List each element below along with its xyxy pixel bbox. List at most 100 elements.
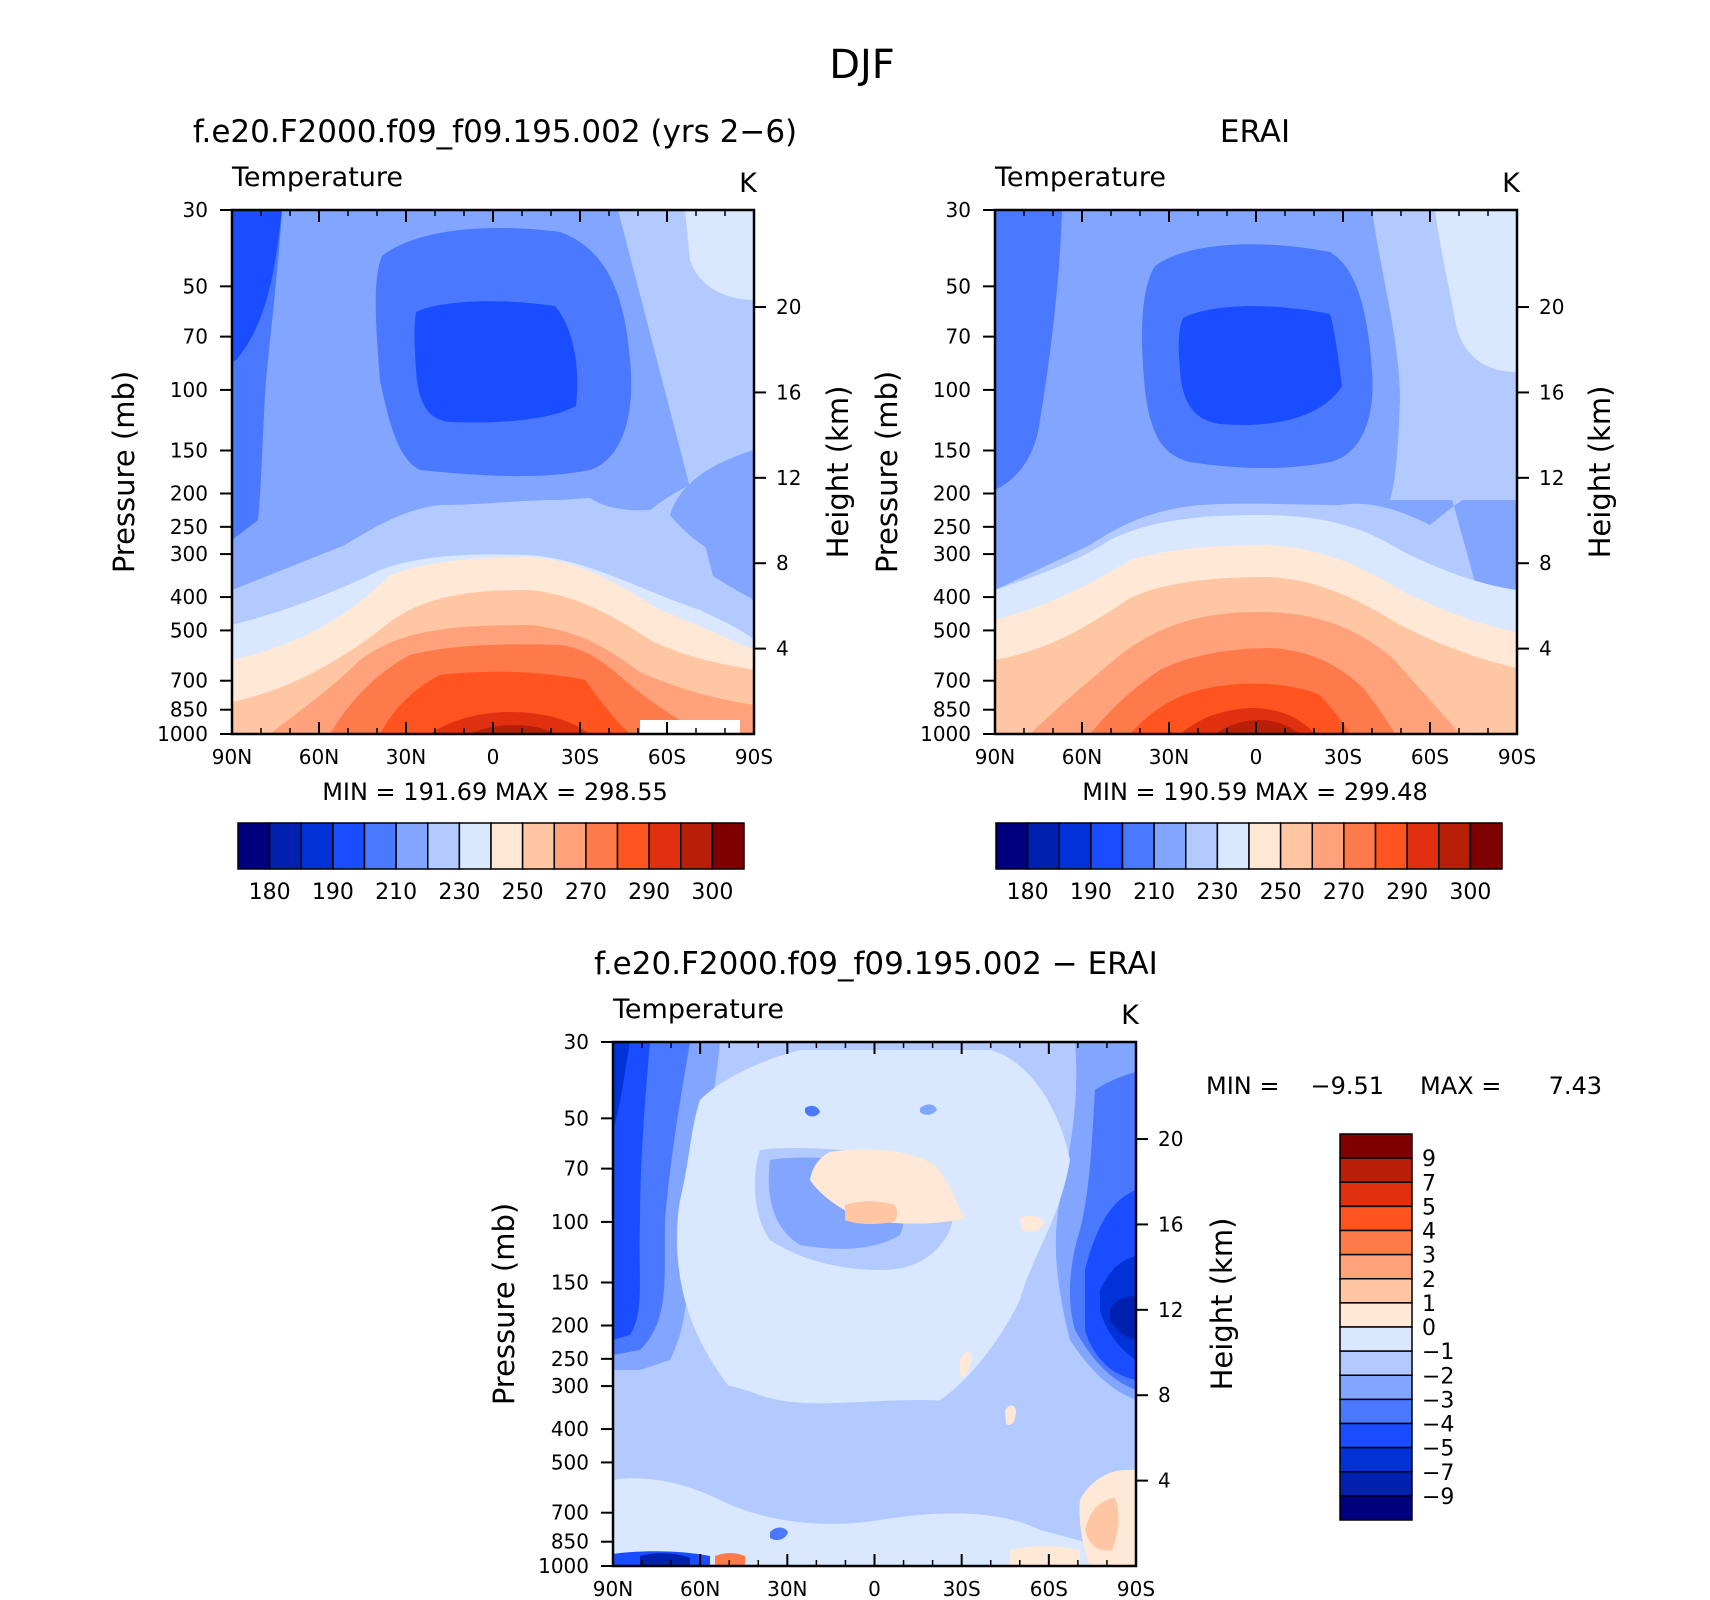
colorbar-label: 250 xyxy=(502,880,544,905)
panel-difference-stats: MIN = −9.51 MAX = 7.43 xyxy=(1206,1072,1602,1100)
y-tick-label: 70 xyxy=(183,325,208,349)
contour-fill xyxy=(613,1042,650,1340)
contour-fill xyxy=(920,1104,937,1115)
y-tick-label: 1000 xyxy=(920,722,971,746)
colorbar-swatch xyxy=(1121,822,1155,870)
colorbar-swatch xyxy=(1469,822,1503,870)
colorbar-label: −1 xyxy=(1422,1340,1454,1365)
height-tick-label: 12 xyxy=(1158,1298,1183,1322)
stat-min-value: −9.51 xyxy=(1310,1072,1384,1100)
colorbar-swatch xyxy=(521,822,555,870)
panel-difference-variable-label: Temperature xyxy=(612,994,784,1025)
colorbar-swatch xyxy=(1339,1446,1413,1473)
colorbar-swatch xyxy=(1339,1157,1413,1183)
panel-difference-units: K xyxy=(1121,1000,1140,1031)
contour-fill xyxy=(613,1478,1136,1566)
contour-fill xyxy=(1010,1546,1080,1566)
panel-obs-contours xyxy=(995,210,1517,734)
colorbar-swatch xyxy=(1339,1253,1413,1280)
colorbar-swatch xyxy=(1339,1181,1413,1208)
height-tick-label: 8 xyxy=(1158,1383,1171,1407)
colorbar-label: −7 xyxy=(1422,1461,1454,1486)
colorbar-swatch xyxy=(1058,822,1092,870)
y-tick-label: 250 xyxy=(551,1347,589,1371)
contour-fill xyxy=(232,210,282,362)
x-tick-label: 90S xyxy=(735,745,773,769)
colorbar-swatch xyxy=(616,822,650,870)
colorbar-swatch xyxy=(1339,1471,1413,1497)
colorbar-label: 180 xyxy=(249,880,291,905)
y-tick-label: 1000 xyxy=(157,722,208,746)
colorbar-swatch xyxy=(1339,1302,1413,1328)
panel-model-stats: MIN = 191.69 MAX = 298.55 xyxy=(322,778,668,806)
colorbar-label: −4 xyxy=(1422,1413,1454,1438)
colorbar-swatch xyxy=(427,822,461,870)
y-tick-label: 50 xyxy=(946,274,971,298)
contour-fill xyxy=(1005,1405,1016,1426)
colorbar-swatch xyxy=(1374,822,1408,870)
panel-obs-title: ERAI xyxy=(1220,114,1290,150)
panel-difference: f.e20.F2000.f09_f09.195.002 − ERAI Tempe… xyxy=(487,946,1602,1600)
colorbar-swatch xyxy=(268,822,302,870)
colorbar-swatch xyxy=(1406,822,1440,870)
colorbar-label: 2 xyxy=(1422,1268,1436,1293)
height-tick-label: 16 xyxy=(1158,1212,1183,1236)
x-tick-label: 0 xyxy=(487,745,500,769)
panel-model-contours xyxy=(232,210,754,734)
panel-obs-ylabel-right: Height (km) xyxy=(1583,386,1617,559)
panel-difference-ylabel: Pressure (mb) xyxy=(487,1203,521,1405)
colorbar-swatch xyxy=(363,822,397,870)
height-tick-label: 16 xyxy=(1539,380,1564,404)
panel-obs-colorbar: 180 190 210 230 250 270 290 300 xyxy=(995,822,1503,905)
colorbar-label: 5 xyxy=(1422,1195,1436,1220)
colorbar-label: 250 xyxy=(1260,880,1302,905)
colorbar-label: 300 xyxy=(1449,880,1491,905)
colorbar-swatch xyxy=(711,822,745,870)
panel-model: f.e20.F2000.f09_f09.195.002 (yrs 2−6) Te… xyxy=(107,114,855,905)
colorbar-swatch xyxy=(553,822,587,870)
panel-difference-contours xyxy=(613,1042,1136,1566)
y-tick-label: 500 xyxy=(551,1450,589,1474)
contour-fill xyxy=(613,1042,630,1130)
colorbar-label: 210 xyxy=(1133,880,1175,905)
contour-fill xyxy=(845,1201,898,1225)
colorbar-label: 190 xyxy=(1070,880,1112,905)
y-tick-label: 850 xyxy=(933,698,971,722)
colorbar-swatch xyxy=(1339,1278,1413,1304)
colorbar-label: 290 xyxy=(628,880,670,905)
stat-max-value: 7.43 xyxy=(1549,1072,1602,1100)
figure-title: DJF xyxy=(829,42,895,88)
colorbar-swatch xyxy=(1311,822,1345,870)
panel-model-colorbar: 180 190 210 230 250 270 290 300 xyxy=(237,822,745,905)
y-tick-label: 50 xyxy=(183,274,208,298)
y-tick-label: 250 xyxy=(933,515,971,539)
y-tick-label: 850 xyxy=(170,698,208,722)
panel-obs-variable-label: Temperature xyxy=(994,162,1166,193)
x-tick-label: 60N xyxy=(680,1577,720,1600)
colorbar-swatch xyxy=(1339,1398,1413,1425)
colorbar-swatch xyxy=(490,822,524,870)
colorbar-label: 1 xyxy=(1422,1292,1436,1317)
x-tick-label: 60N xyxy=(299,745,339,769)
colorbar-swatch xyxy=(300,822,334,870)
contour-fill xyxy=(1020,1215,1045,1232)
x-tick-label: 30N xyxy=(386,745,426,769)
colorbar-swatch xyxy=(1339,1495,1413,1521)
colorbar-swatch xyxy=(1185,822,1219,870)
y-tick-label: 150 xyxy=(933,439,971,463)
x-tick-label: 60N xyxy=(1062,745,1102,769)
height-tick-label: 12 xyxy=(1539,466,1564,490)
contour-fill xyxy=(670,450,754,570)
colorbar-label: 190 xyxy=(312,880,354,905)
contour-fill xyxy=(1085,1498,1119,1551)
contour-fill xyxy=(640,1553,690,1566)
colorbar-swatch xyxy=(1339,1350,1413,1376)
colorbar-label: 210 xyxy=(375,880,417,905)
contour-fill xyxy=(1110,1296,1136,1340)
colorbar-label: −3 xyxy=(1422,1388,1454,1413)
stat-min-label: MIN = xyxy=(1206,1072,1279,1100)
y-tick-label: 300 xyxy=(551,1374,589,1398)
contour-fill xyxy=(770,1527,788,1540)
panel-model-ylabel-right: Height (km) xyxy=(821,386,855,559)
